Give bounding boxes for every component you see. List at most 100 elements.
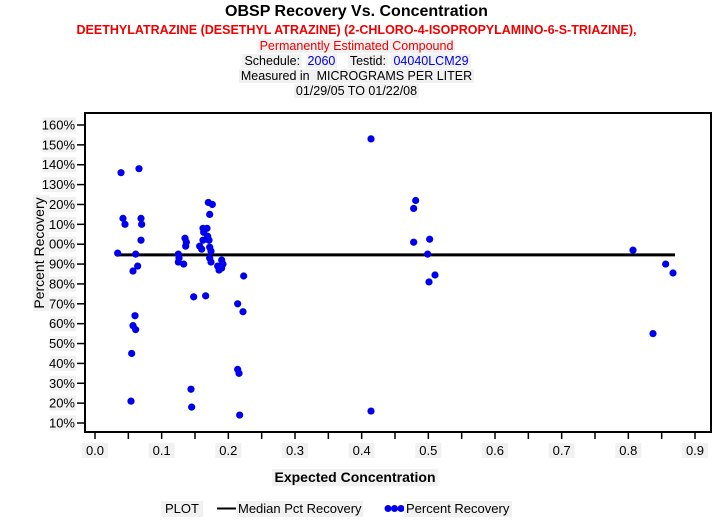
y-tick-label-bg — [42, 177, 76, 193]
data-point — [190, 293, 198, 301]
x-tick-label: 0.4 — [353, 443, 371, 458]
data-point — [367, 135, 375, 143]
data-point — [182, 242, 190, 250]
y-tick-label-bg — [49, 256, 76, 272]
y-tick-label-bg — [49, 296, 76, 312]
y-tick-label: 140% — [42, 157, 76, 172]
data-point — [240, 272, 248, 280]
data-point — [367, 407, 375, 415]
data-point — [208, 200, 216, 209]
y-tick-label: 20% — [49, 396, 75, 411]
data-points-layer — [114, 135, 677, 419]
data-point — [235, 369, 243, 377]
x-tick-label-bg — [615, 443, 642, 458]
data-point — [138, 220, 146, 228]
y-tick-label-bg — [49, 415, 76, 431]
y-axis-title-bg — [33, 195, 49, 311]
legend-dot — [384, 505, 392, 512]
y-tick-label-bg — [42, 157, 76, 173]
y-tick-label: 10% — [49, 416, 75, 431]
y-axis-ticks: 160% 150% 140% 130% 120% 110% 100% 90% 80% 70% 60%… — [42, 117, 85, 431]
y-tick-label: 100% — [42, 237, 76, 252]
data-point — [424, 250, 432, 258]
data-point — [239, 308, 247, 316]
compound-name: DEETHYLATRAZINE (DESETHYL ATRAZINE) (2-C… — [76, 23, 637, 37]
legend-title-bg — [161, 501, 203, 517]
data-point — [131, 312, 139, 320]
data-point — [649, 330, 657, 338]
legend-median-label: Median Pct Recovery — [238, 501, 362, 516]
schedule-label: Schedule: — [242, 54, 303, 68]
x-tick-label: 0.1 — [153, 443, 171, 458]
data-point — [410, 204, 418, 213]
plot-legend: PLOT Median Pct Recovery Percent Recover… — [161, 501, 512, 517]
x-tick-label: 0.5 — [419, 443, 437, 458]
data-point — [119, 214, 127, 222]
x-tick-label-bg — [82, 443, 108, 458]
y-tick-label: 40% — [49, 356, 75, 371]
y-tick-label-bg — [49, 355, 76, 371]
data-point — [129, 267, 137, 275]
y-tick-label-bg — [42, 236, 76, 252]
x-tick-label-bg — [282, 443, 309, 458]
data-point — [205, 236, 213, 244]
y-tick-label: 120% — [42, 197, 76, 212]
x-tick-label: 0.8 — [619, 443, 637, 458]
y-tick-label-bg — [42, 216, 76, 232]
legend-title: PLOT — [165, 501, 199, 516]
data-point — [135, 165, 143, 173]
x-axis-title: Expected Concentration — [274, 469, 435, 485]
y-tick-label: 150% — [42, 137, 76, 152]
y-tick-label: 30% — [49, 376, 75, 391]
x-axis-title-bg — [272, 469, 438, 486]
data-point — [202, 292, 210, 300]
data-point — [207, 247, 215, 255]
data-point — [132, 250, 140, 258]
data-point — [137, 236, 145, 244]
y-tick-label: 110% — [43, 217, 76, 232]
x-tick-label-bg — [215, 443, 242, 458]
y-tick-label-bg — [42, 117, 76, 133]
legend-percent-label-bg — [404, 501, 512, 517]
data-point — [234, 300, 242, 308]
y-tick-label: 80% — [49, 276, 75, 291]
page-title: OBSP Recovery Vs. Concentration — [225, 3, 488, 20]
data-point — [629, 246, 637, 254]
x-tick-label-bg — [682, 443, 709, 458]
data-point — [669, 269, 677, 277]
units-text: Measured in MICROGRAMS PER LITER — [238, 69, 475, 83]
y-tick-label: 160% — [42, 118, 76, 133]
compound-status-line: Permanently Estimated Compound — [0, 38, 713, 54]
data-point — [127, 397, 135, 405]
data-point — [410, 238, 418, 246]
testid-value: 04040LCM29 — [391, 54, 471, 68]
x-axis-ticks: 0.0 0.1 0.2 0.3 0.4 0.5 0.6 0.7 0.8 0.9 — [82, 432, 709, 458]
date-range-line: 01/29/05 TO 01/22/08 — [0, 84, 713, 99]
x-tick-label: 0.0 — [86, 443, 104, 458]
x-tick-label-bg — [148, 443, 175, 458]
data-point — [431, 271, 439, 279]
legend-dot — [391, 505, 398, 512]
data-point — [180, 260, 188, 268]
data-point — [128, 349, 136, 358]
legend-median-label-bg — [237, 501, 363, 517]
x-tick-label: 0.3 — [286, 443, 304, 458]
legend-percent-label: Percent Recovery — [406, 501, 510, 516]
units-line: Measured in MICROGRAMS PER LITER — [0, 69, 713, 84]
data-point — [114, 249, 122, 257]
data-point — [188, 403, 196, 411]
x-tick-label-bg — [548, 443, 575, 458]
data-point — [199, 236, 207, 244]
data-point — [198, 245, 206, 253]
y-tick-label-bg — [49, 276, 76, 292]
plot-frame — [84, 112, 712, 433]
data-point — [137, 214, 145, 222]
data-point — [236, 411, 244, 419]
date-range: 01/29/05 TO 01/22/08 — [293, 84, 420, 98]
y-tick-label: 50% — [49, 336, 75, 351]
y-tick-label: 60% — [49, 316, 75, 331]
data-point — [121, 220, 129, 228]
y-tick-label: 130% — [42, 177, 76, 192]
data-point — [426, 235, 434, 243]
